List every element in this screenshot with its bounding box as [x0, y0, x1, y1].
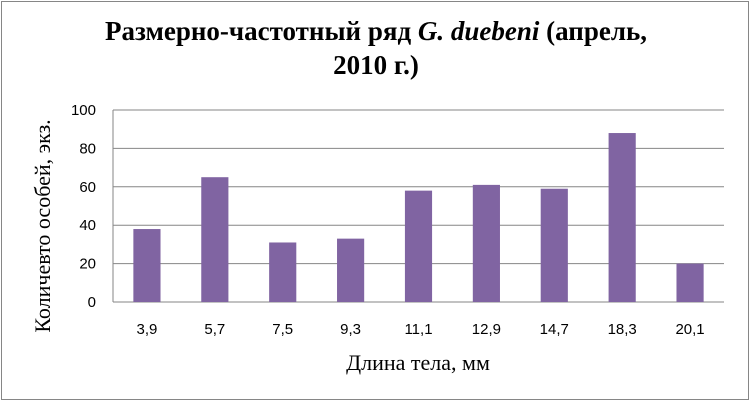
- bar-20-1: [676, 263, 704, 302]
- x-tick-label: 3,9: [137, 321, 158, 338]
- chart-title: Размерно-частотный ряд G. duebeni (апрел…: [0, 14, 752, 82]
- bar-5-7: [201, 177, 229, 302]
- bar-18-3: [608, 133, 636, 302]
- x-tick-label: 11,1: [404, 321, 432, 338]
- y-tick-label: 0: [88, 294, 96, 311]
- title-species: G. duebeni: [417, 16, 540, 46]
- title-part-1: Размерно-частотный ряд: [104, 16, 418, 46]
- x-tick-label: 5,7: [204, 321, 225, 338]
- x-tick-labels: 3,9 5,7 7,5 9,3 11,1 12,9 14,7 18,3 20,1: [137, 321, 705, 338]
- title-part-4: 2010 г.): [333, 50, 419, 80]
- y-axis-title: Количевто особей, экз.: [30, 119, 55, 332]
- x-axis-title: Длина тела, мм: [346, 350, 490, 375]
- y-tick-label: 60: [79, 179, 96, 196]
- y-tick-label: 100: [71, 102, 96, 119]
- y-tick-labels: 0 20 40 60 80 100: [71, 102, 96, 311]
- y-tick-label: 20: [79, 256, 96, 273]
- bar-14-7: [540, 188, 568, 302]
- title-part-3: (апрель,: [539, 16, 648, 46]
- y-tick-label: 40: [79, 217, 96, 234]
- bar-9-3: [337, 238, 365, 302]
- x-tick-label: 9,3: [340, 321, 361, 338]
- x-tick-label: 18,3: [608, 321, 637, 338]
- x-tick-label: 7,5: [272, 321, 293, 338]
- bar-11-1: [404, 190, 433, 302]
- x-tick-label: 12,9: [472, 321, 501, 338]
- y-tick-label: 80: [79, 140, 96, 157]
- bar-7-5: [269, 242, 297, 302]
- bars: [133, 133, 704, 302]
- x-tick-label: 20,1: [675, 321, 704, 338]
- bar-12-9: [472, 184, 500, 302]
- x-tick-label: 14,7: [540, 321, 569, 338]
- bar-3-9: [133, 229, 161, 302]
